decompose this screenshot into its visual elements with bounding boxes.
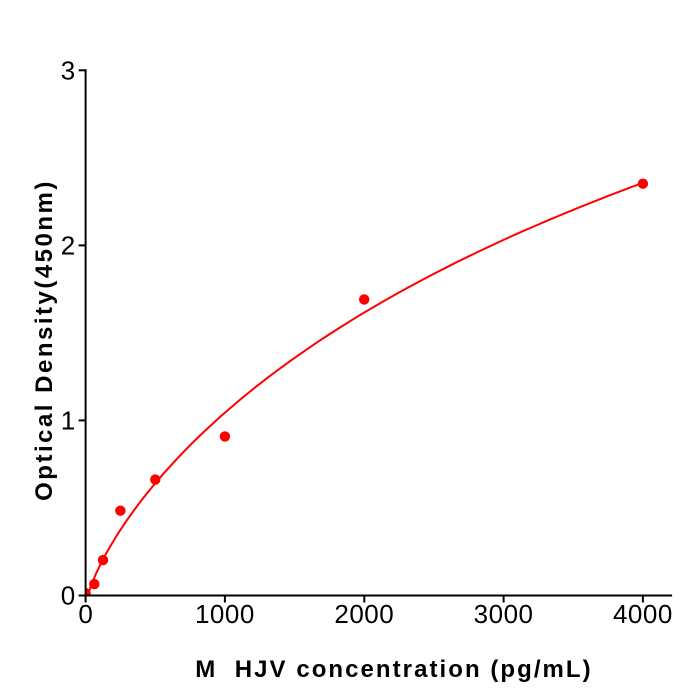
svg-text:3000: 3000 xyxy=(474,599,534,629)
svg-text:0: 0 xyxy=(61,581,75,611)
svg-text:3: 3 xyxy=(61,56,75,86)
svg-text:M HJV concentration (pg/mL): M HJV concentration (pg/mL) xyxy=(195,656,592,683)
svg-text:2000: 2000 xyxy=(334,599,394,629)
svg-text:2: 2 xyxy=(61,231,75,261)
svg-text:1000: 1000 xyxy=(195,599,255,629)
svg-text:Optical Density(450nm): Optical Density(450nm) xyxy=(31,179,58,501)
svg-text:1: 1 xyxy=(61,406,75,436)
svg-text:0: 0 xyxy=(78,599,92,629)
svg-text:4000: 4000 xyxy=(613,599,673,629)
